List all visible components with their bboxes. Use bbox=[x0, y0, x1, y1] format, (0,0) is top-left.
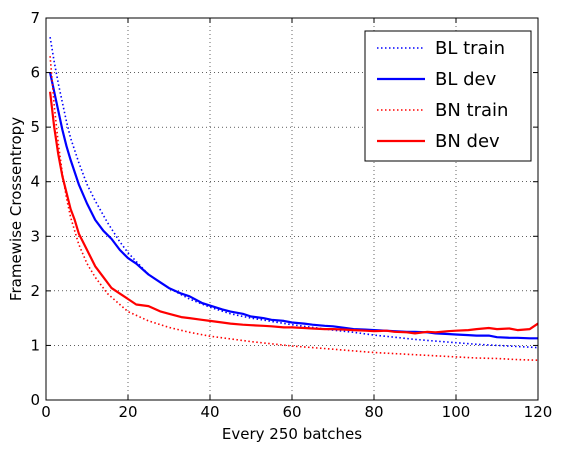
series-group bbox=[49, 36, 539, 361]
legend-label: BN dev bbox=[435, 131, 500, 152]
series-line-bl-dev bbox=[49, 72, 538, 340]
x-tick-label: 20 bbox=[118, 403, 137, 421]
x-tick-label: 40 bbox=[200, 403, 219, 421]
series-line-bl-train bbox=[49, 36, 539, 349]
legend-label: BL train bbox=[435, 38, 505, 59]
y-tick-label: 3 bbox=[30, 227, 40, 245]
x-tick-label: 100 bbox=[442, 403, 471, 421]
legend-label: BN train bbox=[435, 100, 508, 121]
x-tick-label: 60 bbox=[282, 403, 301, 421]
y-tick-label: 7 bbox=[30, 9, 40, 27]
y-axis-label: Framewise Crossentropy bbox=[7, 117, 25, 301]
series-line-bn-train bbox=[49, 56, 539, 361]
y-tick-label: 6 bbox=[30, 64, 40, 82]
series-line-bn-dev bbox=[49, 91, 539, 335]
y-tick-label: 0 bbox=[30, 391, 40, 409]
legend-box bbox=[364, 30, 532, 162]
y-tick-label: 1 bbox=[30, 336, 40, 354]
x-axis-label: Every 250 batches bbox=[222, 425, 362, 443]
legend-label: BL dev bbox=[435, 69, 497, 90]
x-tick-label: 120 bbox=[524, 403, 553, 421]
ticks: 0 20 40 60 80 100 120 0 1 2 3 4 5 6 7 bbox=[30, 9, 552, 421]
x-tick-label: 0 bbox=[41, 403, 51, 421]
x-tick-label: 80 bbox=[364, 403, 383, 421]
legend: BL train BL dev BN train BN dev bbox=[364, 30, 532, 162]
y-tick-label: 4 bbox=[30, 173, 40, 191]
y-tick-label: 5 bbox=[30, 118, 40, 136]
y-tick-label: 2 bbox=[30, 282, 40, 300]
